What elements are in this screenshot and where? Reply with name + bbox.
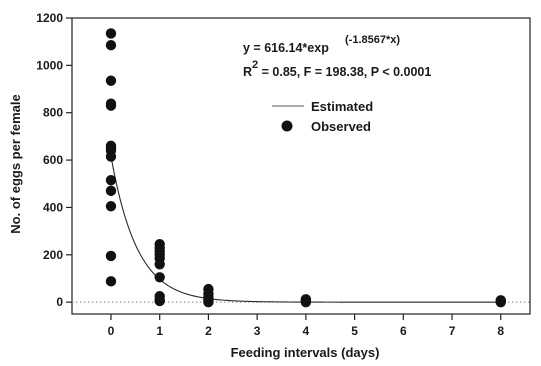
plot-frame — [71, 17, 531, 315]
observed-point — [154, 272, 165, 283]
y-tick-label: 600 — [43, 153, 63, 167]
observed-point — [203, 296, 214, 308]
observed-point — [495, 296, 506, 308]
y-tick-label: 800 — [43, 106, 63, 120]
plot-area: 0 200 400 600 800 1000 1200 0 1 2 3 4 5 6 7 8 — [36, 11, 531, 338]
y-tick-label: 0 — [56, 295, 63, 309]
observed-point — [105, 175, 117, 186]
legend-circle-marker — [281, 120, 293, 132]
x-tick-label: 7 — [449, 324, 456, 338]
legend-label-observed: Observed — [311, 119, 371, 134]
y-tick-label: 200 — [43, 248, 63, 262]
legend: Estimated Observed — [272, 99, 373, 134]
x-tick-label: 3 — [254, 324, 261, 338]
x-tick-label: 0 — [108, 324, 115, 338]
equation-exponent: (-1.8567*x) — [345, 34, 400, 46]
estimated-curve — [110, 156, 501, 303]
observed-point — [105, 276, 117, 287]
x-tick-label: 5 — [351, 324, 358, 338]
x-axis-label: Feeding intervals (days) — [231, 345, 380, 360]
observed-point — [105, 250, 117, 262]
observed-point — [105, 185, 117, 197]
observed-point — [105, 100, 117, 111]
observed-point — [105, 40, 117, 51]
observed-point — [105, 75, 117, 86]
y-tick-label: 1000 — [36, 58, 63, 72]
observed-point — [105, 28, 117, 39]
observed-point — [105, 145, 117, 156]
x-tick-label: 1 — [156, 324, 163, 338]
y-axis-label: No. of eggs per female — [8, 94, 23, 233]
x-tick-label: 8 — [497, 324, 504, 338]
observed-point — [154, 259, 165, 270]
x-tick-label: 6 — [400, 324, 407, 338]
observed-point — [300, 296, 312, 308]
fit-annotation: y = 616.14*exp (-1.8567*x) R2 = 0.85, F … — [243, 34, 431, 79]
equation-text: y = 616.14*exp — [243, 41, 329, 55]
x-tick-label: 2 — [205, 324, 212, 338]
y-tick-label: 400 — [43, 200, 63, 214]
legend-label-estimated: Estimated — [311, 99, 373, 114]
x-tick-label: 4 — [303, 324, 310, 338]
observed-point — [154, 295, 165, 307]
stats-text: R2 = 0.85, F = 198.38, P < 0.0001 — [243, 59, 431, 79]
observed-point — [105, 201, 117, 212]
y-tick-label: 1200 — [36, 11, 63, 25]
